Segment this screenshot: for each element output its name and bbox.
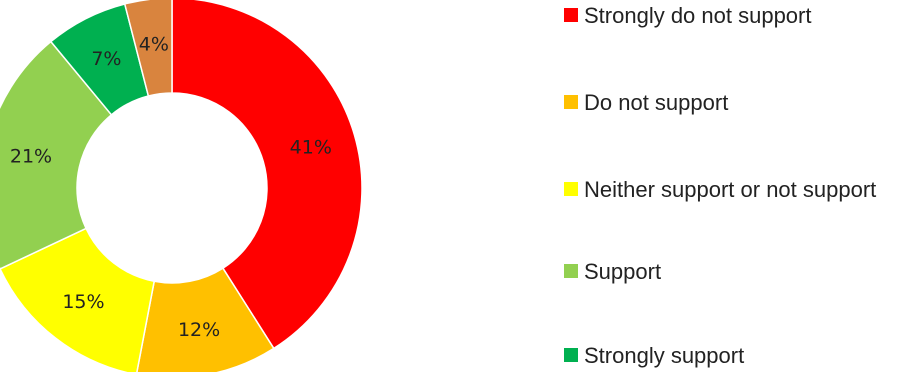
legend-item: Strongly support (564, 342, 894, 370)
legend-swatch (564, 264, 578, 278)
legend-item: Support (564, 258, 894, 286)
slice-value-label: 15% (62, 291, 104, 313)
legend-label: Support (584, 259, 662, 284)
legend-swatch (564, 8, 578, 22)
slice-value-label: 12% (178, 319, 220, 341)
slice-value-label: 21% (10, 145, 52, 167)
legend-label: Neither support or not support (584, 177, 877, 202)
legend-label: Strongly do not support (584, 3, 812, 28)
legend-label: Do not support (584, 90, 729, 115)
legend-swatch (564, 182, 578, 196)
donut-chart-svg: 41% 12% 15% 21% 7% 4% (0, 0, 363, 372)
slice-value-label: 7% (91, 48, 121, 70)
legend-label: Strongly support (584, 343, 745, 368)
legend-item: Strongly do not support (564, 2, 894, 30)
donut-slice (136, 267, 275, 372)
chart-legend: Strongly do not support Do not support N… (564, 0, 904, 372)
legend-swatch (564, 348, 578, 362)
donut-slice (0, 40, 113, 270)
donut-slice (123, 0, 173, 97)
legend-item: Neither support or not support (564, 176, 894, 204)
slice-value-label: 41% (290, 137, 332, 159)
legend-swatch (564, 95, 578, 109)
legend-item: Do not support (564, 89, 894, 117)
slice-value-label: 4% (139, 34, 169, 56)
donut-slice (171, 0, 363, 350)
